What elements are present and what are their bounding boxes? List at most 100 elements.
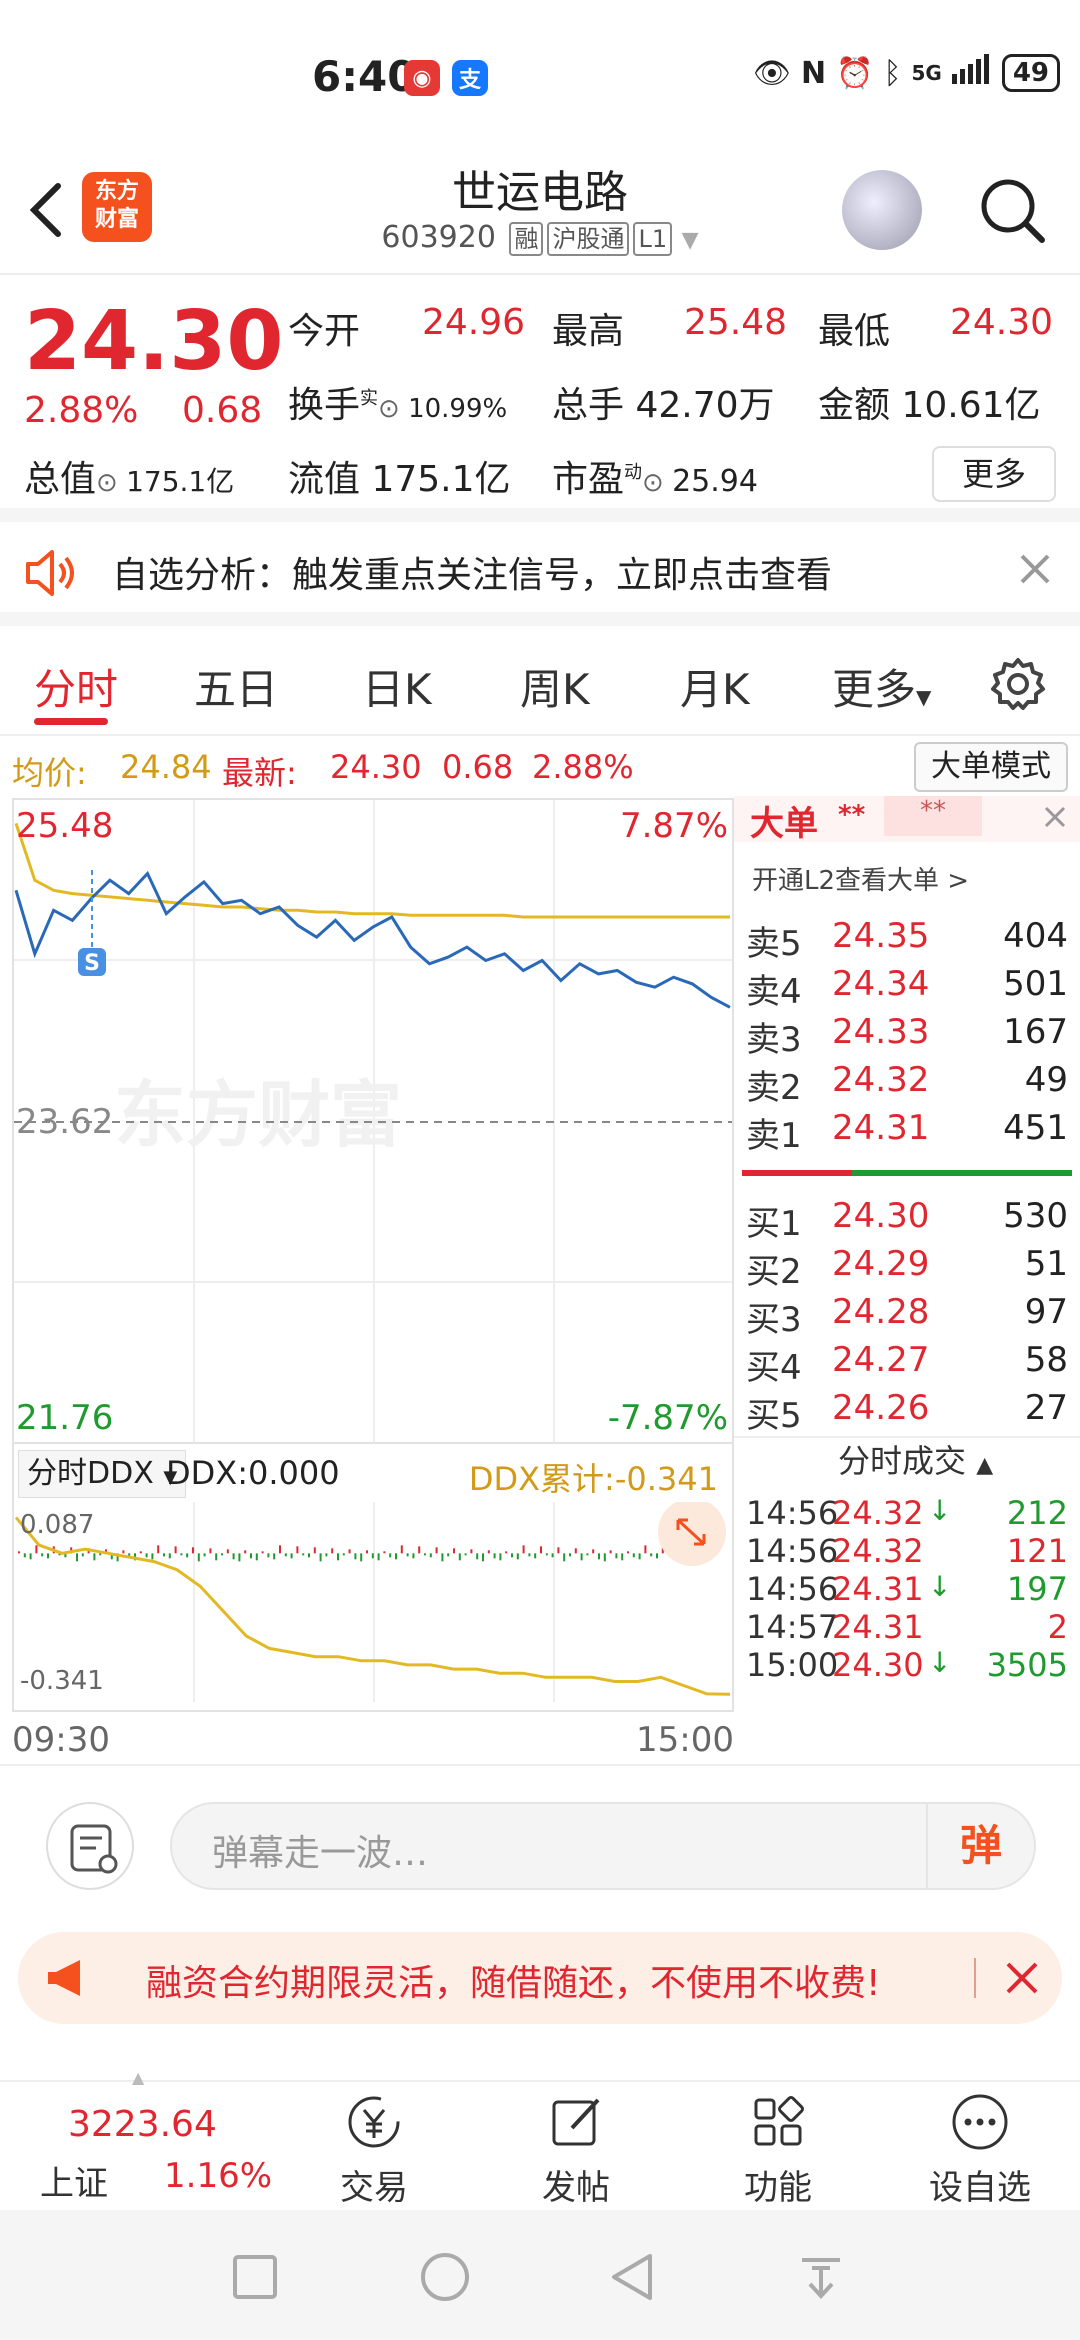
chart-low-pct: -7.87% [607,1398,728,1438]
alarm-icon: ⏰ [836,55,874,91]
tab-intraday[interactable]: 分时 [34,665,119,714]
danmu-send-button[interactable]: 弹 [926,1804,1034,1888]
bid-row[interactable]: 买2 24.29 51 [742,1240,1072,1292]
close-icon[interactable] [1018,552,1052,586]
latest-change-pct: 2.88% [532,748,634,786]
ddx-bar [412,1553,415,1559]
ddx-chart-svg [14,1502,731,1702]
notification-pull-icon[interactable] [798,2254,844,2300]
ddx-bar [47,1553,49,1559]
trade-volume: 121 [1006,1532,1068,1570]
nav-functions[interactable]: 功能 [698,2090,858,2209]
time-start-label: 09:30 [12,1720,110,1760]
ddx-bottom-val: -0.341 [20,1666,104,1696]
settings-gear-icon[interactable] [990,656,1046,712]
index-widget[interactable]: 3223.64 上证 1.16% [0,2082,280,2212]
l2-upgrade-link[interactable]: 开通L2查看大单 > [752,866,970,896]
bid-row[interactable]: 买5 24.26 27 [742,1384,1072,1436]
back-icon[interactable] [608,2252,656,2302]
ddx-bar [528,1553,531,1557]
bid-level: 买5 [746,1396,802,1436]
trade-volume: 197 [1006,1570,1068,1608]
ddx-bar [203,1553,206,1557]
high-label: 最高 [552,311,625,352]
margin-ad-banner[interactable]: 融资合约期限灵活，随借随还，不使用不收费! [18,1932,1062,2024]
alipay-icon: 支 [452,60,488,96]
bid-price: 24.30 [832,1196,930,1236]
tab-five-day[interactable]: 五日 [194,665,279,714]
tab-monthly-k[interactable]: 月K [680,665,750,714]
ddx-bar [192,1547,194,1554]
home-icon[interactable] [420,2252,470,2302]
caret-up-icon: ▲ [976,1453,994,1478]
big-order-mode-button[interactable]: 大单模式 [914,742,1068,792]
tab-daily-k[interactable]: 日K [362,665,432,714]
chart-tabs: 分时 五日 日K 周K 月K 更多▼ [0,626,1080,736]
trade-time: 15:00 [746,1646,839,1684]
ddx-bar [447,1553,450,1557]
ask-row[interactable]: 卖4 24.34 501 [742,960,1072,1012]
assistant-robot-avatar[interactable] [842,170,922,250]
ddx-bar [540,1546,542,1554]
ddx-bar [563,1553,566,1562]
bid-row[interactable]: 买4 24.27 58 [742,1336,1072,1388]
ad-text: 融资合约期限灵活，随借随还，不使用不收费! [146,1963,881,2004]
banner-text: 自选分析：触发重点关注信号，立即点击查看 [112,555,833,596]
bid-row[interactable]: 买3 24.28 97 [742,1288,1072,1340]
recent-apps-icon[interactable] [232,2254,278,2300]
ddx-bar [232,1553,235,1560]
ddx-bar [366,1550,368,1554]
trade-price: 24.30 [832,1646,924,1684]
back-arrow-icon[interactable] [22,180,72,240]
ddx-bar [284,1553,287,1557]
ask-bid-ratio-red [742,1170,852,1176]
trades-title[interactable]: 分时成交 ▲ [838,1442,994,1480]
dropdown-caret-icon: ▼ [916,685,932,709]
ddx-bars [18,1545,711,1562]
more-quote-button[interactable]: 更多 [932,446,1056,502]
chart-high-pct: 7.87% [619,806,728,846]
chart-high-label: 25.48 [16,806,114,846]
search-icon[interactable] [976,174,1048,246]
big-order-header[interactable]: 大单 ** ** [734,796,1080,844]
danmu-list-button[interactable] [46,1802,134,1890]
nav-post[interactable]: 发帖 [496,2090,656,2209]
dropdown-caret-icon: ▼ [163,1467,178,1488]
danmu-bar: 弹幕走一波… 弹 [0,1790,1080,1900]
danmu-input[interactable]: 弹幕走一波… 弹 [170,1802,1036,1890]
ddx-bar [534,1553,537,1559]
nfc-icon: N [801,55,827,91]
intraday-chart[interactable]: 东方财富 S 25.48 7.87% 23.62 21.76 -7.87% [12,798,734,1442]
ddx-bar [424,1553,426,1556]
ddx-bar [279,1545,281,1554]
signal-marker-icon[interactable] [78,948,106,976]
ddx-chart[interactable]: 分时DDX ▼ DDX:0.000 DDX累计:-0.341 0.087 -0.… [12,1442,734,1712]
ask-row[interactable]: 卖2 24.32 49 [742,1056,1072,1108]
divider [734,1436,1080,1438]
nav-add-watchlist[interactable]: 设自选 [900,2090,1060,2209]
system-navigation-bar [0,2210,1080,2340]
network-label: 5G [911,61,942,85]
ask-row[interactable]: 卖1 24.31 451 [742,1104,1072,1156]
bid-row[interactable]: 买1 24.30 530 [742,1192,1072,1244]
notification-app-icon: ◉ [404,60,440,96]
trade-time: 14:56 [746,1532,839,1570]
close-icon[interactable] [1042,804,1068,830]
tab-more[interactable]: 更多▼ [832,665,932,714]
stock-code-row[interactable]: 603920 融沪股通 L1 ▼ [0,220,1080,256]
tab-weekly-k[interactable]: 周K [520,665,590,714]
analysis-banner[interactable]: 自选分析：触发重点关注信号，立即点击查看 [0,522,1080,626]
nav-trade[interactable]: 交易 [294,2090,454,2209]
ddx-bar [458,1553,461,1561]
divider [974,1958,976,1998]
ddx-bar [64,1553,67,1558]
trade-time: 14:56 [746,1570,839,1608]
ddx-bar [592,1549,595,1554]
ddx-bar [41,1553,44,1557]
index-value: 3223.64 [68,2104,217,2145]
ask-row[interactable]: 卖3 24.33 167 [742,1008,1072,1060]
close-icon[interactable] [1004,1960,1040,1996]
ask-row[interactable]: 卖5 24.35 404 [742,912,1072,964]
ddx-selector[interactable]: 分时DDX ▼ [18,1450,187,1498]
margin-tag: 融 [509,222,544,256]
